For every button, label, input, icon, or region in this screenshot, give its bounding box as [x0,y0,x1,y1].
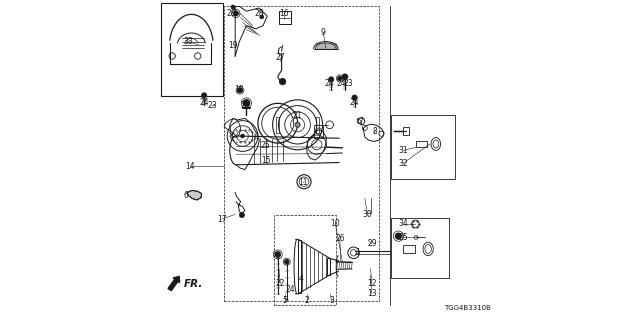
Text: 27: 27 [275,53,285,62]
Circle shape [342,74,348,80]
Text: 12: 12 [367,279,376,288]
Circle shape [295,122,300,127]
Bar [274,215,336,305]
Text: 32: 32 [398,159,408,168]
Text: 8: 8 [372,127,378,136]
Circle shape [241,134,244,138]
Text: 10: 10 [330,220,340,228]
Bar [391,218,449,278]
Text: 5: 5 [282,296,287,305]
Text: 9: 9 [321,28,326,36]
Text: 24: 24 [199,98,209,107]
Text: 22: 22 [276,279,285,288]
Text: 33: 33 [183,37,193,46]
Bar [298,240,301,293]
Circle shape [243,100,250,107]
Bar [416,141,428,147]
Text: 7: 7 [358,117,364,126]
Text: 3: 3 [329,296,334,305]
Text: 26: 26 [335,234,345,243]
Text: 23: 23 [207,101,217,110]
Bar [279,11,291,24]
Circle shape [352,95,357,100]
Bar [391,115,455,179]
Text: 6: 6 [184,191,189,200]
Text: 24: 24 [285,285,296,294]
Circle shape [275,252,280,257]
Text: 25: 25 [260,141,271,150]
Text: 24: 24 [349,98,360,107]
Text: 11: 11 [299,178,308,187]
Text: 31: 31 [398,146,408,155]
Text: 18: 18 [235,85,244,94]
Bar [327,258,330,275]
Circle shape [338,76,342,81]
Polygon shape [187,190,202,200]
Text: 35: 35 [398,233,408,242]
Text: 24: 24 [336,79,346,88]
Circle shape [329,77,334,82]
Circle shape [234,11,239,16]
Text: 23: 23 [344,79,354,88]
Text: 13: 13 [367,289,377,298]
Text: 30: 30 [362,210,372,219]
Bar [316,117,319,133]
Text: 24: 24 [324,79,335,88]
Text: 16: 16 [279,9,289,18]
Text: 28: 28 [227,9,236,18]
Circle shape [396,233,402,239]
Text: FR.: FR. [184,279,204,289]
Text: 15: 15 [260,156,271,164]
Bar [276,117,279,133]
Text: 17: 17 [217,215,227,224]
Circle shape [237,88,243,93]
FancyArrow shape [168,276,180,291]
Text: 4: 4 [299,274,304,283]
Text: 14: 14 [185,162,195,171]
Circle shape [231,5,235,9]
Circle shape [285,260,289,264]
Text: 19: 19 [228,41,238,50]
Bar [403,127,409,135]
Text: 28: 28 [255,9,264,18]
Text: 21: 21 [293,111,302,120]
Text: 29: 29 [367,239,377,248]
Circle shape [260,15,264,19]
Text: TGG4B3310B: TGG4B3310B [444,305,492,311]
Bar [314,125,323,138]
Text: 2: 2 [305,296,310,305]
Circle shape [280,78,285,85]
Text: 1: 1 [355,248,360,257]
Bar [161,3,223,96]
Text: 34: 34 [398,220,408,228]
Circle shape [202,93,207,98]
Text: 20: 20 [241,101,251,110]
Bar [403,245,415,253]
Bar [224,6,380,301]
Circle shape [239,212,244,218]
